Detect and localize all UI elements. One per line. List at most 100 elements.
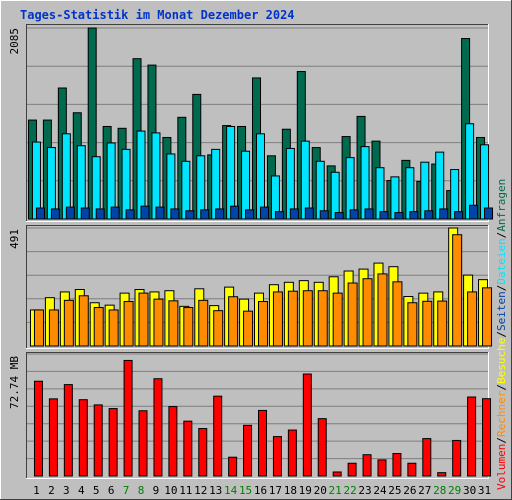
bar-rechner-day-15	[243, 310, 254, 347]
bar-volumen-day-20	[317, 418, 327, 477]
panel-2: 491	[8, 225, 493, 349]
x-label-day-17: 17	[269, 484, 282, 497]
bar-rechner-day-30	[467, 291, 478, 347]
bar-dateien-day-2	[46, 147, 56, 220]
bar-rechner-day-20	[317, 290, 328, 347]
bar-dateien-day-1	[31, 141, 41, 220]
bar-seiten-day-13	[215, 208, 225, 220]
y-max-label: 491	[8, 229, 21, 249]
bar-seiten-day-6	[110, 206, 120, 220]
x-label-day-28: 28	[433, 484, 446, 497]
bar-rechner-day-28	[437, 300, 448, 347]
bar-volumen-day-9	[153, 378, 163, 477]
x-label-day-18: 18	[284, 484, 297, 497]
bar-volumen-day-3	[63, 384, 73, 477]
x-label-day-10: 10	[164, 484, 177, 497]
bar-rechner-day-3	[63, 299, 74, 347]
bar-volumen-day-29	[452, 439, 462, 477]
bar-volumen-day-1	[33, 380, 43, 477]
bar-rechner-day-4	[78, 295, 89, 347]
bar-rechner-day-10	[168, 300, 179, 347]
x-label-day-1: 1	[33, 484, 40, 497]
bar-volumen-day-15	[243, 424, 253, 477]
chart-panels: 2085 491 72.74 MB	[8, 24, 494, 479]
x-label-day-31: 31	[478, 484, 491, 497]
bar-seiten-day-23	[364, 208, 374, 220]
bar-seiten-day-21	[334, 212, 344, 220]
x-label-day-20: 20	[314, 484, 327, 497]
legend-text: Volumen/Rechner/Besuche/Seiten/Dateien/A…	[495, 179, 508, 490]
x-label-day-15: 15	[239, 484, 252, 497]
bar-seiten-day-17	[274, 211, 284, 220]
bar-seiten-day-22	[349, 209, 359, 220]
bar-seiten-day-19	[304, 207, 314, 220]
bar-rechner-day-12	[198, 299, 209, 347]
bar-seiten-day-1	[35, 207, 45, 220]
bar-seiten-day-16	[260, 206, 269, 220]
x-label-day-19: 19	[299, 484, 312, 497]
x-label-day-13: 13	[209, 484, 222, 497]
x-label-day-8: 8	[138, 484, 145, 497]
x-label-day-26: 26	[403, 484, 416, 497]
x-label-day-22: 22	[343, 484, 356, 497]
x-label-day-3: 3	[63, 484, 70, 497]
bar-rechner-day-27	[422, 300, 433, 347]
bar-rechner-day-11	[183, 307, 194, 347]
bar-seiten-day-10	[170, 208, 180, 220]
bar-dateien-day-19	[300, 140, 310, 220]
bar-rechner-day-13	[213, 310, 224, 347]
x-label-day-21: 21	[329, 484, 342, 497]
bar-volumen-day-27	[422, 438, 432, 477]
bar-seiten-day-12	[200, 209, 210, 220]
legend-seiten: Seiten	[495, 291, 508, 331]
bar-seiten-day-29	[454, 211, 464, 220]
x-axis-day-labels: 1 2 3 4 5 6 7 8 9 10 11 12 13 14 15 16 17 18 19 20 21 22 23 24 2…	[33, 484, 491, 497]
bar-rechner-day-29	[452, 234, 463, 347]
bar-rechner-day-16	[258, 301, 268, 347]
bar-rechner-day-18	[287, 290, 298, 347]
bar-volumen-day-14	[228, 456, 238, 477]
x-label-day-7: 7	[123, 484, 130, 497]
bar-rechner-day-6	[108, 309, 119, 347]
legend-besuche: Besuche	[495, 338, 508, 384]
bar-rechner-day-5	[93, 307, 104, 347]
bar-seiten-day-25	[394, 212, 404, 220]
bar-volumen-day-19	[302, 373, 312, 477]
bar-dateien-day-16	[256, 133, 265, 220]
bar-volumen-day-11	[183, 420, 193, 477]
bar-volumen-day-4	[78, 399, 88, 477]
bar-volumen-day-31	[482, 398, 492, 477]
x-label-day-25: 25	[388, 484, 401, 497]
bar-volumen-day-5	[93, 404, 103, 477]
bar-volumen-day-8	[138, 410, 148, 477]
bar-volumen-day-30	[467, 396, 477, 477]
x-label-day-2: 2	[48, 484, 55, 497]
legend-separator: /	[495, 232, 508, 239]
x-label-day-27: 27	[418, 484, 431, 497]
bar-seiten-day-24	[379, 211, 389, 220]
right-legend: Volumen/Rechner/Besuche/Seiten/Dateien/A…	[495, 179, 508, 490]
bar-volumen-day-21	[332, 471, 342, 477]
bar-seiten-day-11	[185, 210, 195, 220]
bar-seiten-day-9	[155, 206, 165, 220]
bar-volumen-day-12	[198, 428, 208, 477]
bar-volumen-day-26	[407, 462, 417, 477]
bar-rechner-day-31	[482, 287, 493, 347]
legend-separator: /	[495, 331, 508, 338]
bar-dateien-day-14	[226, 125, 236, 220]
legend-volumen: Volumen	[495, 444, 508, 490]
bar-rechner-day-1	[33, 309, 44, 347]
bar-volumen-day-18	[287, 429, 297, 477]
legend-separator: /	[495, 384, 508, 391]
y-max-label: 72.74 MB	[8, 356, 21, 409]
bar-volumen-day-7	[123, 359, 133, 477]
x-label-day-9: 9	[153, 484, 160, 497]
bar-volumen-day-2	[48, 398, 58, 477]
x-label-day-16: 16	[254, 484, 267, 497]
bar-volumen-day-28	[437, 472, 447, 477]
bar-dateien-day-15	[241, 150, 251, 220]
bar-seiten-day-26	[409, 211, 419, 220]
bar-seiten-day-5	[95, 208, 105, 220]
bar-volumen-day-22	[347, 462, 357, 477]
